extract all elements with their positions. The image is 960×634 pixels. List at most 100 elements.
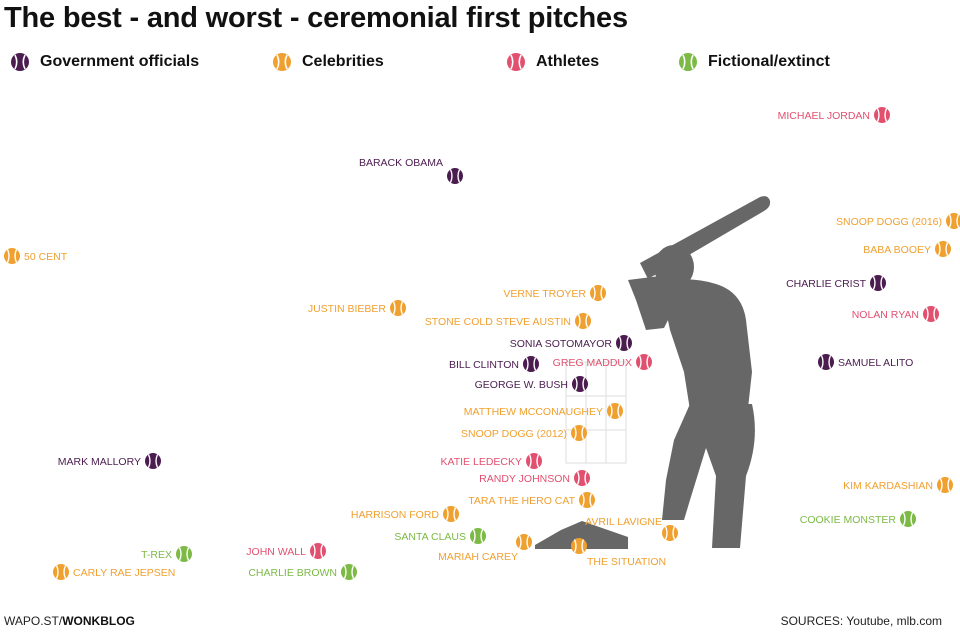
point-label: SAMUEL ALITO xyxy=(838,357,913,369)
baseball-marker xyxy=(590,285,606,301)
pitch-point-mark-mallory: MARK MALLORY xyxy=(58,453,161,469)
baseball-marker xyxy=(572,376,588,392)
point-label: CARLY RAE JEPSEN xyxy=(73,567,175,579)
pitch-point-sonia-sotomayor: SONIA SOTOMAYOR xyxy=(510,335,632,351)
baseball-marker xyxy=(571,538,587,554)
legend-label: Athletes xyxy=(536,53,600,70)
baseball-seam xyxy=(518,535,530,549)
baseball-seam xyxy=(6,249,18,263)
chart-title: The best - and worst - ceremonial first … xyxy=(4,2,628,34)
baseball-marker xyxy=(571,425,587,441)
pitch-point-tara-the-hero-cat: TARA THE HERO CAT xyxy=(468,492,595,508)
baseball-seam xyxy=(445,507,457,521)
pitch-point-snoop-dogg-2016: SNOOP DOGG (2016) xyxy=(836,213,960,229)
pitch-point-matthew-mcconaughey: MATTHEW MCCONAUGHEY xyxy=(464,403,623,419)
home-plate xyxy=(535,521,628,549)
point-label: T-REX xyxy=(141,549,172,561)
baseball-seam xyxy=(178,547,190,561)
legend: Government officials Celebrities Athlete… xyxy=(0,48,960,78)
baseball-icon xyxy=(679,53,697,71)
point-label: MICHAEL JORDAN xyxy=(778,110,870,122)
pitch-point-mariah-carey: MARIAH CAREY xyxy=(438,534,532,563)
data-points: MICHAEL JORDAN BARACK OBAMA SNOOP DOGG (20… xyxy=(4,107,960,580)
point-label: GEORGE W. BUSH xyxy=(475,379,568,391)
baseball-marker xyxy=(526,453,542,469)
baseball-seam xyxy=(312,544,324,558)
point-label: THE SITUATION xyxy=(587,556,666,568)
pitch-point-justin-bieber: JUSTIN BIEBER xyxy=(308,300,406,316)
baseball-marker xyxy=(145,453,161,469)
pitch-point-george-w-bush: GEORGE W. BUSH xyxy=(475,376,588,392)
pitch-point-michael-jordan: MICHAEL JORDAN xyxy=(778,107,890,123)
baseball-seam xyxy=(937,242,949,256)
baseball-seam xyxy=(609,404,621,418)
pitch-point-barack-obama: BARACK OBAMA xyxy=(359,157,463,184)
baseball-marker xyxy=(176,546,192,562)
point-label: MARK MALLORY xyxy=(58,456,141,468)
footer-source-prefix: WAPO.ST/ xyxy=(4,614,63,628)
baseball-seam xyxy=(392,301,404,315)
pitch-point-katie-ledecky: KATIE LEDECKY xyxy=(441,453,542,469)
baseball-seam xyxy=(573,426,585,440)
legend-item-athlete: Athletes xyxy=(502,48,599,76)
baseball-seam xyxy=(147,454,159,468)
baseball-marker xyxy=(923,306,939,322)
point-label: TARA THE HERO CAT xyxy=(468,495,575,507)
pitch-point-t-rex: T-REX xyxy=(141,546,192,562)
legend-item-fictional: Fictional/extinct xyxy=(674,48,830,76)
legend-label: Fictional/extinct xyxy=(708,53,830,70)
baseball-seam xyxy=(638,355,650,369)
point-label: VERNE TROYER xyxy=(503,288,586,300)
baseball-seam xyxy=(343,565,355,579)
baseball-marker xyxy=(523,356,539,372)
baseball-seam xyxy=(574,377,586,391)
point-label: BABA BOOEY xyxy=(863,244,931,256)
baseball-marker xyxy=(818,354,834,370)
pitch-point-carly-rae-jepsen: CARLY RAE JEPSEN xyxy=(53,564,175,580)
baseball-icon xyxy=(507,53,525,71)
baseball-seam xyxy=(939,478,951,492)
point-label: MATTHEW MCCONAUGHEY xyxy=(464,406,603,418)
baseball-marker xyxy=(447,168,463,184)
footer-source-brand: WONKBLOG xyxy=(62,614,135,628)
baseball-seam xyxy=(449,169,461,183)
point-label: 50 CENT xyxy=(24,251,68,263)
point-label: AVRIL LAVIGNE xyxy=(585,516,662,528)
point-label: CHARLIE BROWN xyxy=(248,567,337,579)
baseball-seam xyxy=(925,307,937,321)
point-label: SNOOP DOGG (2016) xyxy=(836,216,942,228)
baseball-seam xyxy=(618,336,630,350)
point-label: KATIE LEDECKY xyxy=(441,456,523,468)
baseball-marker xyxy=(53,564,69,580)
baseball-seam xyxy=(525,357,537,371)
point-label: BARACK OBAMA xyxy=(359,157,443,169)
baseball-marker xyxy=(390,300,406,316)
pitch-point-greg-maddux: GREG MADDUX xyxy=(553,354,652,370)
pitch-point-charlie-crist: CHARLIE CRIST xyxy=(786,275,886,291)
point-label: SNOOP DOGG (2012) xyxy=(461,428,567,440)
pitch-point-avril-lavigne: AVRIL LAVIGNE xyxy=(585,516,678,541)
point-label: COOKIE MONSTER xyxy=(800,514,897,526)
baseball-seam xyxy=(948,214,960,228)
legend-label: Government officials xyxy=(40,53,200,70)
baseball-marker xyxy=(937,477,953,493)
baseball-seam xyxy=(581,493,593,507)
baseball-marker xyxy=(935,241,951,257)
baseball-seam xyxy=(592,286,604,300)
baseball-marker xyxy=(870,275,886,291)
baseball-seam xyxy=(872,276,884,290)
baseball-marker xyxy=(946,213,960,229)
point-label: SANTA CLAUS xyxy=(394,531,466,543)
point-label: KIM KARDASHIAN xyxy=(843,480,933,492)
baseball-seam xyxy=(820,355,832,369)
baseball-seam xyxy=(472,529,484,543)
pitch-point-harrison-ford: HARRISON FORD xyxy=(351,506,459,522)
footer-sources: SOURCES: Youtube, mlb.com xyxy=(780,614,942,628)
pitch-point-stone-cold-steve-austin: STONE COLD STEVE AUSTIN xyxy=(425,313,591,329)
baseball-marker xyxy=(310,543,326,559)
pitch-point-cookie-monster: COOKIE MONSTER xyxy=(800,511,916,527)
baseball-marker xyxy=(516,534,532,550)
baseball-seam xyxy=(573,539,585,553)
baseball-marker xyxy=(636,354,652,370)
